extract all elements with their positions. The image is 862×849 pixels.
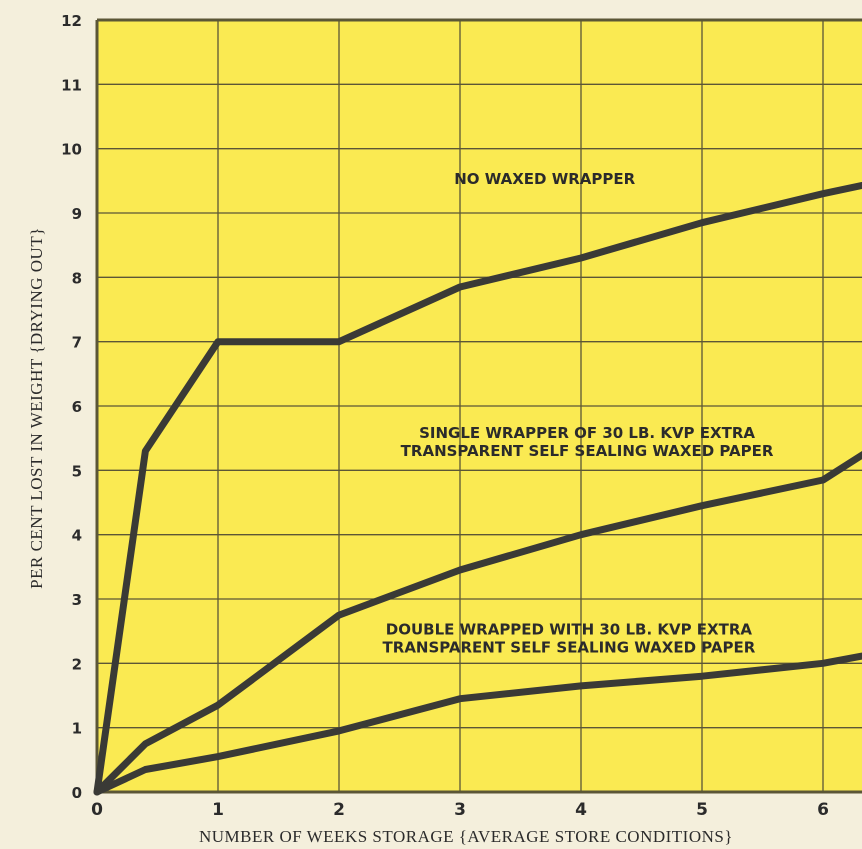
- x-tick-label: 2: [333, 800, 345, 820]
- y-tick-label: 2: [72, 655, 82, 673]
- annotation-3-line-1: DOUBLE WRAPPED WITH 30 LB. KVP EXTRA: [386, 620, 753, 638]
- y-tick-label: 5: [72, 462, 82, 480]
- annotation-2-line-2: TRANSPARENT SELF SEALING WAXED PAPER: [401, 442, 774, 460]
- series-line-3: [93, 652, 862, 796]
- series-layer: [93, 181, 862, 796]
- y-tick-label: 6: [72, 398, 82, 416]
- annotation-3-line-2: TRANSPARENT SELF SEALING WAXED PAPER: [383, 638, 756, 656]
- annotation-2-line-1: SINGLE WRAPPER OF 30 LB. KVP EXTRA: [419, 424, 755, 442]
- x-tick-label: 6: [817, 800, 829, 820]
- annotations: NO WAXED WRAPPER SINGLE WRAPPER OF 30 LB.…: [383, 170, 774, 656]
- y-tick-label: 3: [72, 591, 82, 609]
- y-tick-label: 4: [72, 527, 82, 545]
- y-tick-label: 8: [72, 269, 82, 287]
- y-tick-label: 10: [61, 141, 82, 159]
- grid-lines: [95, 18, 862, 794]
- y-axis-label: PER CENT LOST IN WEIGHT {DRYING OUT}: [27, 227, 46, 589]
- x-tick-label: 3: [454, 800, 466, 820]
- x-tick-label: 0: [91, 800, 103, 820]
- y-tick-label: 1: [72, 720, 82, 738]
- y-tick-label: 11: [61, 76, 82, 94]
- annotation-1-line-1: NO WAXED WRAPPER: [454, 170, 635, 188]
- y-tick-label: 7: [72, 334, 82, 352]
- series-line-2: [93, 450, 862, 796]
- y-tick-label: 0: [72, 784, 82, 802]
- x-tick-label: 5: [696, 800, 708, 820]
- series-line-1: [93, 181, 862, 796]
- x-tick-label: 1: [212, 800, 224, 820]
- x-axis-label: NUMBER OF WEEKS STORAGE {AVERAGE STORE C…: [199, 827, 733, 846]
- x-tick-label: 4: [575, 800, 587, 820]
- y-tick-label: 12: [61, 12, 82, 30]
- y-tick-label: 9: [72, 205, 82, 223]
